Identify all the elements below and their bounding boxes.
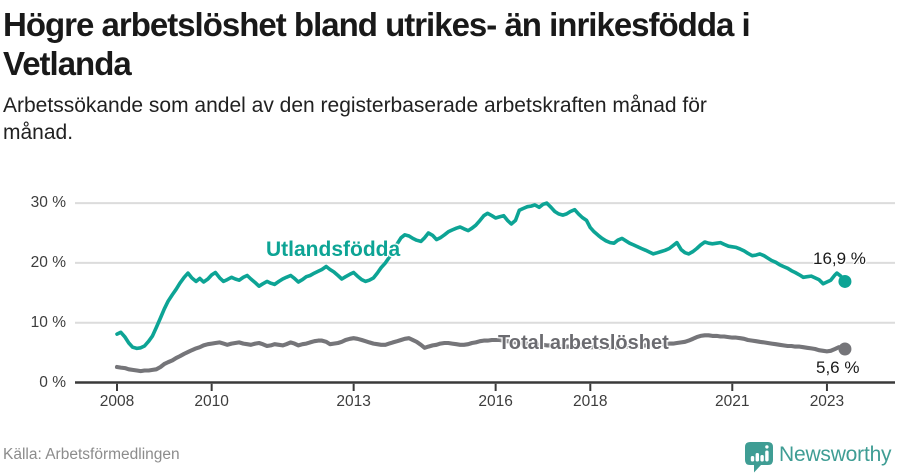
page-title-line-2: Vetlanda <box>3 45 132 82</box>
page-title-line-1: Högre arbetslöshet bland utrikes- än inr… <box>3 6 751 43</box>
end-value-label-total-arbetsloshet: 5,6 % <box>816 358 860 377</box>
newsworthy-logo-text: Newsworthy <box>779 443 892 466</box>
chart-subtitle: Arbetssökande som andel av den registerb… <box>3 92 863 146</box>
end-value-label-utlandsfodda: 16,9 % <box>813 249 866 268</box>
x-axis-tick-2021: 2021 <box>715 393 750 410</box>
chart-subtitle-line-2: månad. <box>3 121 74 144</box>
newsworthy-logo: Newsworthy <box>744 441 892 473</box>
chart-subtitle-line-1: Arbetssökande som andel av den registerb… <box>3 94 707 117</box>
x-axis-tick-2013: 2013 <box>336 393 371 410</box>
x-axis-tick-2008: 2008 <box>99 393 135 410</box>
x-axis-tick-2016: 2016 <box>478 393 513 410</box>
y-axis-tick-10: 10 % <box>30 313 66 331</box>
page-title: Högre arbetslöshet bland utrikes- än inr… <box>3 5 893 83</box>
y-axis-tick-30: 30 % <box>30 194 66 212</box>
y-axis-tick-0: 0 % <box>39 373 66 391</box>
series-label-utlandsfodda: Utlandsfödda <box>266 238 401 261</box>
series-label-total-arbetsloshet: Total arbetslöshet <box>498 332 669 354</box>
x-axis-tick-2018: 2018 <box>573 393 608 410</box>
source-note: Källa: Arbetsförmedlingen <box>3 446 180 463</box>
newsworthy-logo-icon <box>745 442 773 473</box>
x-axis-tick-2010: 2010 <box>194 393 229 410</box>
y-axis-tick-20: 20 % <box>30 253 66 271</box>
x-axis-tick-2023: 2023 <box>809 393 845 410</box>
